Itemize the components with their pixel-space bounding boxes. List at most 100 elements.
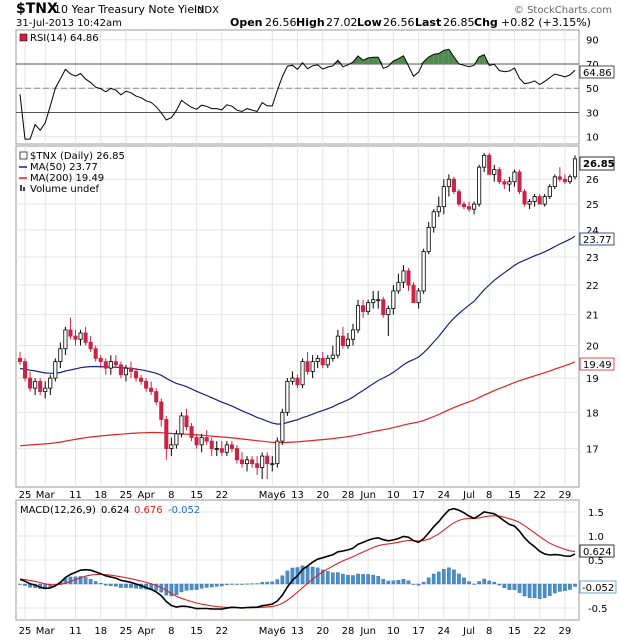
macd-hist-bar-61 bbox=[326, 571, 329, 584]
macd-hist-bar-81 bbox=[427, 578, 430, 584]
macd-hist-bar-64 bbox=[341, 574, 344, 584]
x-tick-label-upper-4: 25 bbox=[120, 490, 133, 501]
candle-body-20 bbox=[119, 365, 122, 375]
macd-hist-bar-39 bbox=[215, 584, 218, 586]
candle-body-40 bbox=[220, 449, 223, 453]
macd-hist-badge: -0.052 bbox=[580, 581, 616, 594]
candle-body-31 bbox=[175, 434, 178, 445]
macd-hist-bar-103 bbox=[538, 584, 541, 599]
macd-hist-bar-37 bbox=[205, 584, 208, 587]
macd-hist-bar-13 bbox=[84, 578, 87, 584]
candle-body-94 bbox=[493, 170, 496, 175]
macd-hist-bar-21 bbox=[124, 584, 127, 588]
candle-body-11 bbox=[74, 336, 77, 339]
candle-body-49 bbox=[266, 456, 269, 464]
macd-hist-bar-40 bbox=[220, 584, 223, 586]
macd-hist-bar-92 bbox=[483, 579, 486, 584]
candle-body-104 bbox=[543, 197, 546, 205]
macd-hist-bar-36 bbox=[200, 584, 203, 588]
candle-body-28 bbox=[160, 402, 163, 420]
candle-body-110 bbox=[573, 159, 576, 177]
x-tick-label-lower-21: 29 bbox=[559, 626, 572, 637]
macd-hist-bar-50 bbox=[271, 582, 274, 584]
macd-hist-bar-98 bbox=[513, 584, 516, 590]
x-tick-label-upper-12: 28 bbox=[342, 490, 355, 501]
x-tick-label-lower-7: 15 bbox=[190, 626, 203, 637]
macd-legend-signal: 0.676 bbox=[134, 505, 163, 516]
macd-hist-bar-68 bbox=[361, 574, 364, 584]
macd-hist-bar-16 bbox=[99, 583, 102, 584]
candle-body-73 bbox=[387, 309, 390, 315]
ma200-badge: 19.49 bbox=[580, 358, 614, 371]
macd-hist-bar-34 bbox=[190, 584, 193, 590]
ma50-badge: 23.77 bbox=[580, 233, 614, 246]
open-label: Open bbox=[230, 16, 263, 29]
candle-body-59 bbox=[316, 358, 319, 361]
chg-label: Chg bbox=[474, 16, 498, 29]
x-tick-label-lower-6: 8 bbox=[168, 626, 174, 637]
rsi-legend-text: RSI(14) 64.86 bbox=[30, 33, 99, 44]
candle-body-51 bbox=[276, 441, 279, 464]
macd-hist-bar-33 bbox=[185, 584, 188, 590]
candle-body-87 bbox=[457, 192, 460, 205]
x-tick-label-upper-13: Jun bbox=[359, 490, 376, 501]
macd-hist-bar-85 bbox=[447, 568, 450, 584]
macd-hist-bar-73 bbox=[387, 581, 390, 584]
macd-hist-bar-109 bbox=[568, 584, 571, 590]
x-tick-label-lower-14: 10 bbox=[387, 626, 400, 637]
chart-header: $TNX 10 Year Treasury Note Yield INDX 31… bbox=[16, 1, 612, 29]
x-tick-label-lower-15: 17 bbox=[412, 626, 425, 637]
macd-legend-hist: -0.052 bbox=[168, 505, 200, 516]
macd-hist-bar-82 bbox=[432, 574, 435, 584]
candle-body-109 bbox=[568, 177, 571, 182]
candle-body-32 bbox=[180, 416, 183, 434]
price-legend-swatch bbox=[20, 152, 27, 159]
candle-body-105 bbox=[548, 187, 551, 197]
x-tick-label-lower-11: 20 bbox=[316, 626, 329, 637]
ma200-badge-text: 19.49 bbox=[583, 360, 612, 371]
macd-hist-bar-53 bbox=[286, 571, 289, 584]
instrument-name: 10 Year Treasury Note Yield bbox=[54, 3, 204, 16]
candle-body-69 bbox=[366, 303, 369, 312]
candle-body-38 bbox=[210, 441, 213, 448]
candle-body-55 bbox=[296, 378, 299, 385]
price-tick-0: 26 bbox=[586, 175, 599, 186]
x-tick-label-lower-10: 13 bbox=[291, 626, 304, 637]
macd-hist-bar-62 bbox=[331, 573, 334, 584]
x-tick-label-upper-0: 25 bbox=[19, 490, 32, 501]
candle-body-8 bbox=[59, 349, 62, 362]
candle-body-25 bbox=[144, 381, 147, 388]
x-tick-label-lower-19: 15 bbox=[508, 626, 521, 637]
macd-hist-bar-95 bbox=[498, 584, 501, 585]
macd-hist-bar-65 bbox=[346, 575, 349, 584]
x-tick-label-lower-8: 22 bbox=[215, 626, 228, 637]
candle-body-88 bbox=[462, 204, 465, 207]
macd-hist-bar-94 bbox=[493, 582, 496, 584]
macd-badge-text: 0.624 bbox=[583, 547, 612, 558]
macd-hist-bar-38 bbox=[210, 584, 213, 587]
last-value: 26.85 bbox=[443, 16, 475, 29]
candle-body-61 bbox=[326, 358, 329, 365]
price-tick-6: 20 bbox=[586, 342, 599, 353]
price-tick-8: 18 bbox=[586, 408, 599, 419]
macd-hist-bar-105 bbox=[548, 584, 551, 596]
macd-hist-bar-106 bbox=[553, 584, 556, 593]
macd-hist-bar-51 bbox=[276, 580, 279, 584]
x-tick-label-lower-12: 28 bbox=[342, 626, 355, 637]
macd-tick-0: 1.5 bbox=[588, 508, 604, 519]
candle-body-14 bbox=[89, 342, 92, 348]
x-tick-label-upper-3: 18 bbox=[94, 490, 107, 501]
candle-body-66 bbox=[351, 330, 354, 339]
candle-body-56 bbox=[301, 362, 304, 385]
macd-hist-bar-52 bbox=[281, 576, 284, 584]
macd-legend: MACD(12,26,9) 0.624 0.676 -0.052 bbox=[20, 505, 200, 516]
macd-hist-bar-86 bbox=[452, 570, 455, 584]
x-tick-label-upper-18: 8 bbox=[486, 490, 492, 501]
macd-hist-bar-72 bbox=[382, 579, 385, 584]
last-price-text: 26.85 bbox=[583, 159, 615, 170]
candle-body-41 bbox=[225, 445, 228, 452]
macd-hist-bar-0 bbox=[18, 584, 21, 585]
macd-hist-bar-70 bbox=[372, 575, 375, 584]
